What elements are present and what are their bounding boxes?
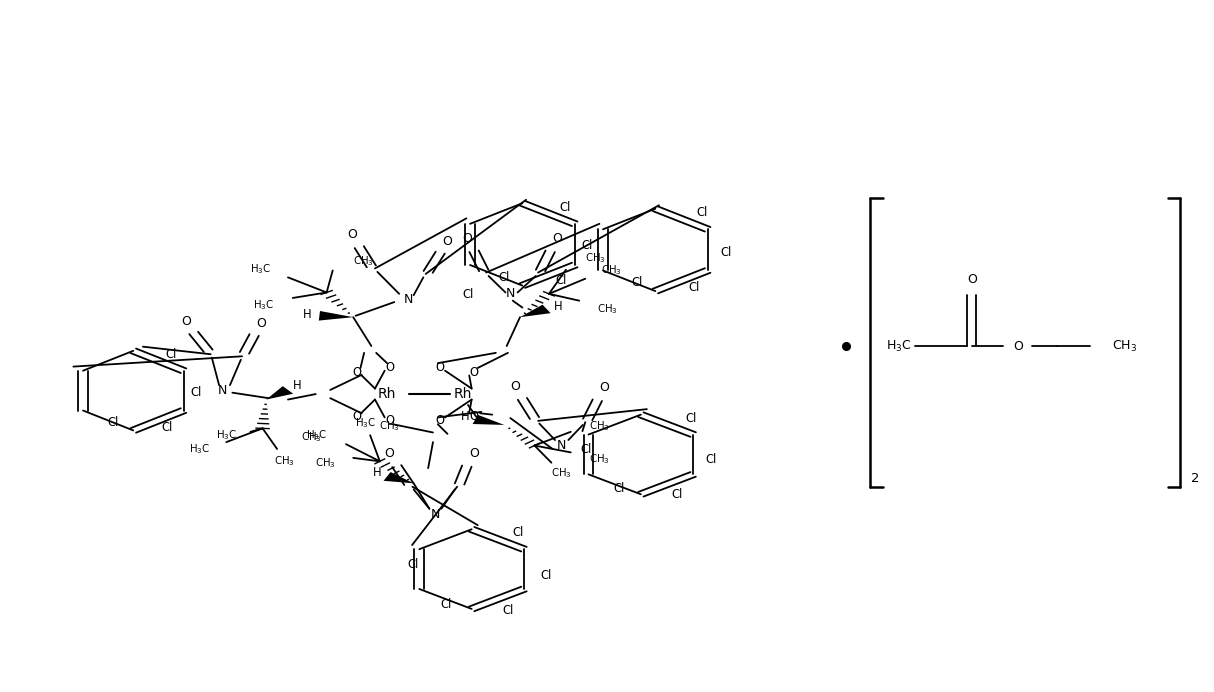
Polygon shape [266, 386, 293, 399]
Text: Cl: Cl [720, 246, 731, 259]
Text: Cl: Cl [503, 604, 514, 617]
Polygon shape [472, 415, 504, 425]
Text: CH$_3$: CH$_3$ [601, 264, 623, 277]
Text: Cl: Cl [556, 273, 567, 286]
Text: N: N [556, 439, 566, 452]
Text: H: H [373, 466, 381, 479]
Text: Cl: Cl [512, 526, 523, 539]
Text: Cl: Cl [696, 206, 708, 219]
Text: O: O [385, 361, 395, 374]
Text: H$_3$C: H$_3$C [250, 262, 271, 276]
Text: CH$_3$: CH$_3$ [301, 430, 322, 444]
Text: N: N [219, 384, 227, 397]
Text: Cl: Cl [705, 453, 717, 466]
Text: Cl: Cl [540, 569, 551, 582]
Text: Cl: Cl [582, 239, 592, 253]
Text: O: O [1012, 340, 1023, 352]
Text: Cl: Cl [671, 488, 682, 501]
Polygon shape [319, 311, 353, 320]
Polygon shape [520, 304, 551, 317]
Text: Rh: Rh [378, 387, 396, 401]
Text: H: H [555, 300, 563, 313]
Text: H$_3$C: H$_3$C [886, 338, 912, 354]
Text: H: H [304, 308, 312, 321]
Text: H$_3$C: H$_3$C [216, 428, 237, 442]
Text: N: N [506, 287, 515, 300]
Text: O: O [385, 447, 395, 460]
Text: O: O [182, 315, 192, 328]
Text: Cl: Cl [613, 482, 624, 495]
Text: N: N [431, 508, 441, 520]
Text: N: N [404, 293, 414, 306]
Text: H$_3$C: H$_3$C [254, 298, 274, 311]
Text: O: O [510, 380, 520, 393]
Text: Cl: Cl [688, 281, 699, 294]
Text: H$_3$C: H$_3$C [354, 416, 376, 430]
Text: O: O [436, 361, 444, 374]
Text: O: O [968, 273, 977, 286]
Text: Cl: Cl [108, 417, 119, 429]
Text: O: O [552, 233, 562, 246]
Text: Cl: Cl [441, 598, 452, 610]
Text: Cl: Cl [631, 276, 642, 289]
Text: CH$_3$: CH$_3$ [551, 466, 572, 480]
Text: H: H [294, 379, 302, 392]
Text: O: O [256, 317, 266, 330]
Text: Cl: Cl [189, 386, 202, 399]
Text: O: O [347, 228, 357, 242]
Text: O: O [443, 235, 453, 248]
Text: Cl: Cl [166, 348, 177, 361]
Text: O: O [470, 365, 478, 379]
Text: CH$_3$: CH$_3$ [589, 453, 611, 466]
Text: CH$_3$: CH$_3$ [589, 419, 611, 433]
Text: Cl: Cl [463, 288, 473, 301]
Text: H$_3$C: H$_3$C [189, 442, 210, 456]
Polygon shape [384, 472, 414, 483]
Text: Cl: Cl [161, 421, 172, 434]
Text: Cl: Cl [685, 412, 697, 425]
Text: CH$_3$: CH$_3$ [1112, 338, 1138, 354]
Text: Cl: Cl [560, 201, 571, 214]
Text: H$_3$C: H$_3$C [306, 428, 328, 442]
Text: Cl: Cl [498, 271, 510, 284]
Text: 2: 2 [1191, 472, 1199, 485]
Text: Rh: Rh [454, 387, 472, 401]
Text: O: O [385, 415, 395, 428]
Text: H: H [461, 410, 470, 424]
Text: O: O [600, 381, 609, 394]
Text: O: O [461, 233, 472, 246]
Text: O: O [470, 410, 478, 423]
Text: Cl: Cl [580, 443, 591, 456]
Text: O: O [469, 447, 480, 460]
Text: CH$_3$: CH$_3$ [274, 455, 295, 468]
Text: CH$_3$: CH$_3$ [316, 456, 336, 470]
Text: Cl: Cl [408, 558, 419, 571]
Text: O: O [352, 410, 362, 423]
Text: O: O [436, 415, 444, 428]
Text: CH$_3$: CH$_3$ [379, 419, 399, 432]
Text: CH$_3$: CH$_3$ [596, 302, 618, 316]
Text: CH$_3$: CH$_3$ [352, 254, 373, 268]
Text: O: O [352, 365, 362, 379]
Text: CH$_3$: CH$_3$ [585, 251, 606, 265]
